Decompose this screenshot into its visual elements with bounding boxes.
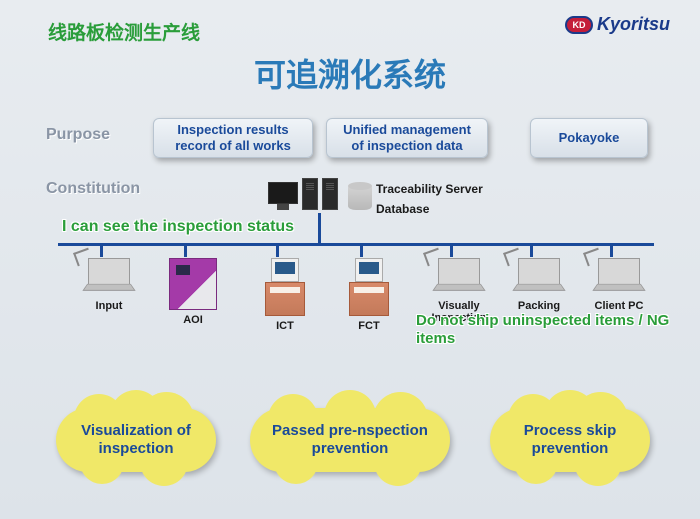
station-label: FCT bbox=[338, 320, 400, 332]
station-label: Packing bbox=[508, 300, 570, 312]
database-label: Database bbox=[376, 202, 429, 216]
station-packing: Packing bbox=[508, 258, 570, 312]
monitor-icon bbox=[268, 182, 298, 210]
station-fct: FCT bbox=[338, 258, 400, 332]
logo: KD Kyoritsu bbox=[565, 14, 670, 35]
station-input: Input bbox=[78, 258, 140, 312]
station-label: AOI bbox=[162, 314, 224, 326]
status-visible: I can see the inspection status bbox=[62, 218, 294, 236]
main-title: 可追溯化系统 bbox=[254, 50, 446, 96]
bus-drop bbox=[450, 243, 453, 257]
purpose-box: Unified management of inspection data bbox=[326, 118, 488, 158]
purpose-label: Purpose bbox=[46, 126, 110, 144]
bus-drop bbox=[100, 243, 103, 257]
bus-drop bbox=[530, 243, 533, 257]
cloud-benefit: Passed pre-nspection prevention bbox=[250, 408, 450, 472]
cloud-benefit: Process skip prevention bbox=[490, 408, 650, 472]
cn-header: 线路板检测生产线 bbox=[48, 18, 200, 45]
logo-badge: KD bbox=[565, 16, 593, 34]
bus-drop bbox=[276, 243, 279, 257]
status-noship: Do not ship uninspected items / NG items bbox=[416, 312, 676, 348]
server-tower-icon bbox=[322, 178, 338, 210]
station-aoi: AOI bbox=[162, 258, 224, 326]
server-drop bbox=[318, 213, 321, 243]
station-label: Input bbox=[78, 300, 140, 312]
station-label: ICT bbox=[254, 320, 316, 332]
server-area bbox=[268, 178, 372, 210]
aoi-machine-icon bbox=[169, 258, 217, 310]
cloud-benefit: Visualization of inspection bbox=[56, 408, 216, 472]
purpose-box: Inspection results record of all works bbox=[153, 118, 313, 158]
station-ict: ICT bbox=[254, 258, 316, 332]
server-tower-icon bbox=[302, 178, 318, 210]
station-client-pc: Client PC bbox=[588, 258, 650, 312]
test-machine-icon bbox=[265, 258, 305, 316]
logo-text: Kyoritsu bbox=[597, 14, 670, 35]
bus-drop bbox=[360, 243, 363, 257]
constitution-label: Constitution bbox=[46, 180, 140, 198]
bus-horizontal bbox=[58, 243, 654, 246]
test-machine-icon bbox=[349, 258, 389, 316]
bus-drop bbox=[184, 243, 187, 257]
station-label: Client PC bbox=[588, 300, 650, 312]
bus-drop bbox=[610, 243, 613, 257]
purpose-box: Pokayoke bbox=[530, 118, 648, 158]
database-icon bbox=[348, 182, 372, 210]
trace-server-label: Traceability Server bbox=[376, 182, 483, 196]
